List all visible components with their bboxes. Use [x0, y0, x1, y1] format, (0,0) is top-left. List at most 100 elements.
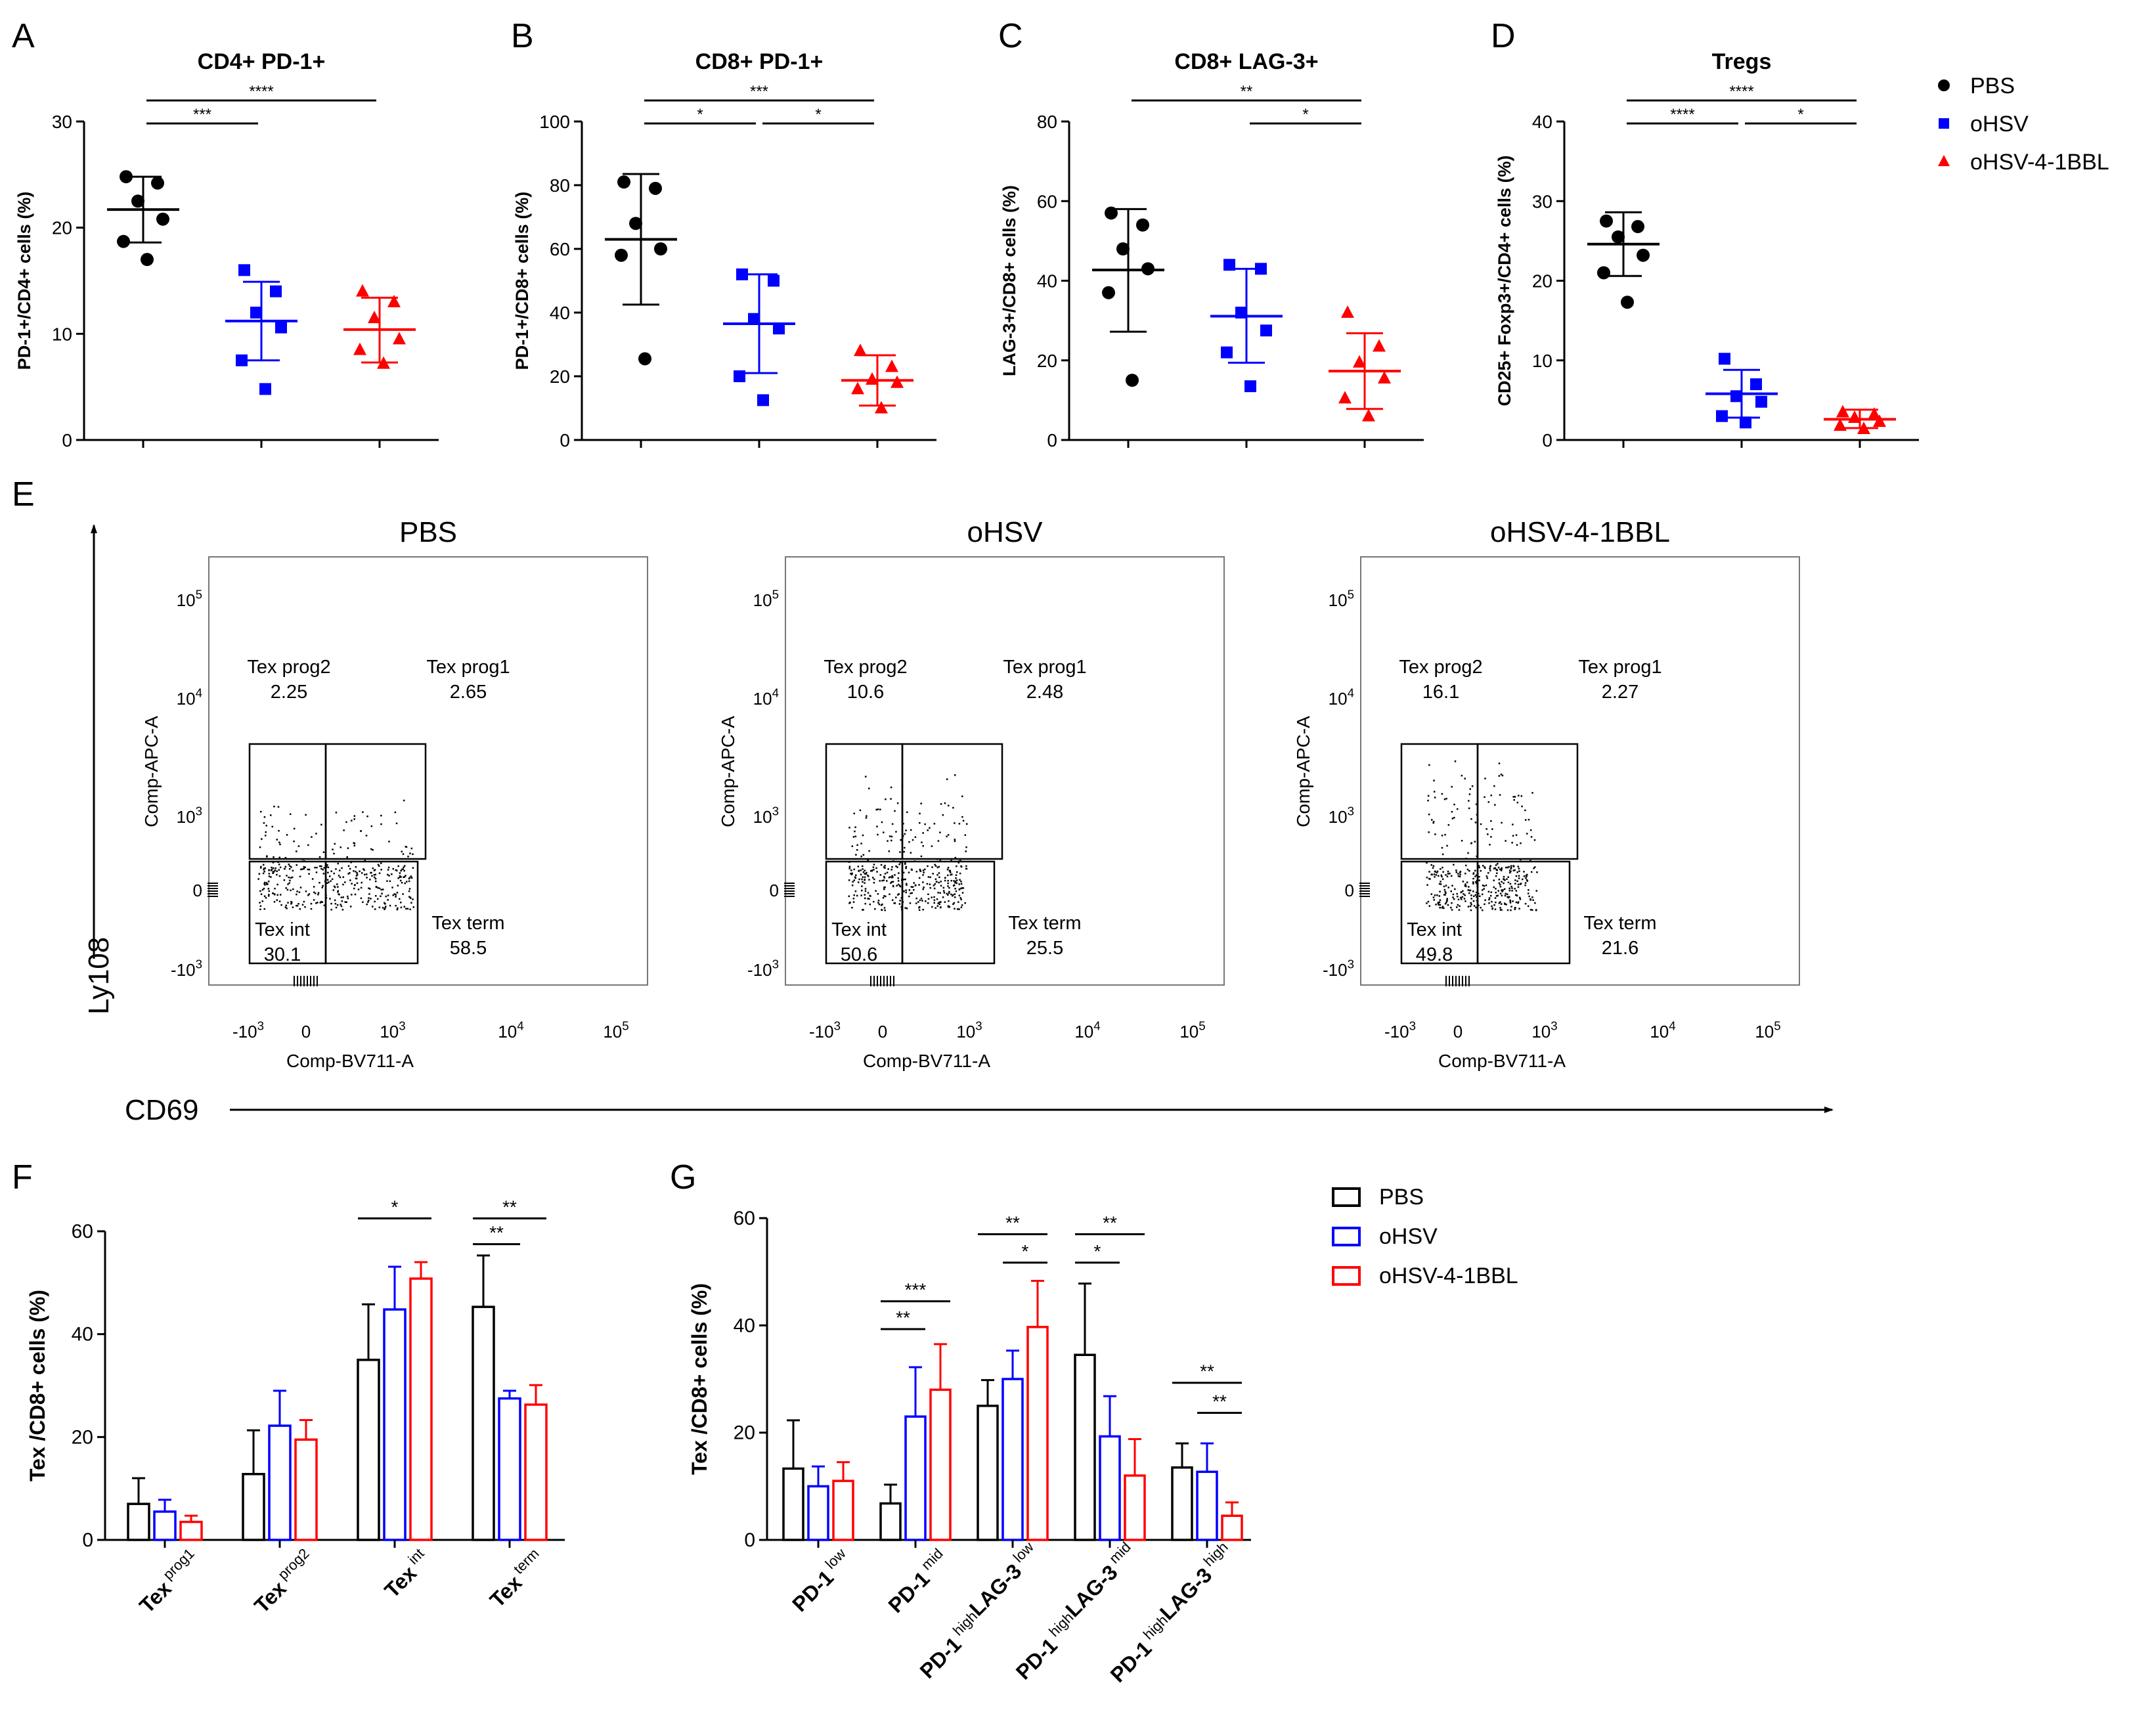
event-dot	[866, 871, 868, 874]
event-dot	[1426, 902, 1428, 904]
event-dot	[343, 829, 345, 831]
event-dot	[290, 902, 292, 905]
data-point-ohsv-41bbl	[1338, 391, 1352, 404]
event-dot	[862, 854, 865, 856]
event-dot	[1490, 860, 1492, 863]
event-dot	[1472, 883, 1474, 885]
event-dot	[307, 894, 309, 896]
event-dot	[356, 871, 358, 874]
event-dot	[1441, 907, 1443, 909]
event-dot	[368, 899, 370, 902]
event-dot	[395, 896, 397, 898]
bar-pbs	[782, 1467, 804, 1541]
bar-pbs	[879, 1502, 902, 1541]
event-dot	[1472, 873, 1474, 875]
event-dot	[408, 877, 410, 880]
event-dot	[274, 869, 276, 871]
event-dot	[1443, 894, 1445, 896]
event-dot	[919, 870, 922, 873]
event-dot	[1494, 908, 1497, 911]
event-dot	[370, 848, 372, 850]
event-dot	[1501, 822, 1503, 824]
data-point-ohsv-41bbl	[1836, 405, 1849, 418]
event-dot	[314, 892, 317, 894]
event-dot	[913, 888, 915, 891]
event-dot	[1441, 866, 1443, 869]
flow-y-axis-label: Comp-APC-A	[141, 716, 162, 827]
event-dot	[292, 869, 294, 872]
event-dot	[1468, 892, 1470, 894]
data-point-ohsv	[1260, 324, 1272, 337]
flow-x-tick-label: 104	[1650, 1019, 1675, 1041]
event-dot	[954, 774, 956, 776]
flow-y-tick-label: 104	[753, 686, 779, 709]
event-dot	[259, 908, 261, 911]
event-dot	[400, 876, 402, 878]
event-dot	[868, 898, 870, 900]
y-tick-label: 40	[1532, 112, 1552, 132]
event-dot	[1449, 872, 1451, 875]
event-dot	[864, 876, 866, 878]
event-dot	[1478, 866, 1480, 869]
event-dot	[905, 866, 907, 868]
data-point-pbs	[1102, 286, 1115, 299]
event-dot	[860, 873, 862, 876]
event-dot	[1494, 804, 1496, 806]
event-dot	[948, 906, 950, 908]
event-dot	[271, 825, 274, 828]
event-dot	[270, 869, 273, 871]
event-dot	[392, 867, 395, 870]
event-dot	[1439, 899, 1441, 901]
event-dot	[285, 904, 288, 907]
event-dot	[402, 893, 404, 895]
event-dot	[927, 902, 929, 904]
event-dot	[898, 893, 900, 895]
event-dot	[1488, 897, 1491, 899]
event-dot	[1444, 890, 1447, 893]
event-dot	[952, 894, 954, 897]
event-dot	[1455, 871, 1458, 873]
event-dot	[1517, 866, 1520, 867]
event-dot	[1428, 871, 1430, 873]
event-dot	[915, 902, 917, 904]
event-dot	[1485, 875, 1488, 877]
event-dot	[867, 892, 869, 894]
flow-y-tick-label: 104	[1329, 686, 1354, 709]
event-dot	[910, 868, 913, 871]
event-dot	[902, 871, 905, 874]
gate-name: Tex int	[1407, 919, 1462, 940]
event-dot	[1452, 896, 1454, 898]
event-dot	[1512, 823, 1514, 825]
data-point-pbs	[629, 217, 642, 230]
flow-y-tick-label: 104	[177, 686, 202, 709]
bar-ohsv	[498, 1397, 521, 1541]
y-axis-label: Tex /CD8+ cells (%)	[26, 1290, 49, 1481]
event-dot	[267, 888, 270, 890]
event-dot	[895, 896, 897, 898]
flow-y-tick-label: 105	[753, 587, 779, 610]
significance-label: **	[1103, 1213, 1117, 1233]
event-dot	[1504, 903, 1506, 906]
event-dot	[919, 869, 921, 871]
event-dot	[259, 867, 262, 869]
event-dot	[862, 871, 865, 873]
event-dot	[1443, 885, 1445, 888]
chart-title: CD8+ LAG-3+	[1174, 49, 1318, 74]
event-dot	[1456, 808, 1459, 810]
event-dot	[1438, 895, 1441, 897]
event-dot	[1526, 880, 1529, 882]
event-dot	[1453, 864, 1455, 866]
event-dot	[1512, 865, 1514, 867]
event-dot	[399, 875, 401, 877]
event-dot	[1490, 891, 1493, 893]
event-dot	[328, 875, 331, 877]
event-dot	[271, 866, 273, 869]
event-dot	[1500, 869, 1503, 871]
event-dot	[1515, 901, 1518, 904]
event-dot	[879, 874, 882, 876]
event-dot	[378, 906, 381, 909]
event-dot	[1509, 883, 1512, 885]
event-dot	[954, 881, 956, 884]
event-dot	[901, 879, 903, 881]
event-dot	[897, 883, 900, 886]
